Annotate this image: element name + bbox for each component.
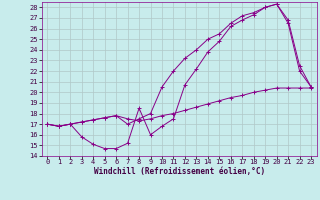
- X-axis label: Windchill (Refroidissement éolien,°C): Windchill (Refroidissement éolien,°C): [94, 167, 265, 176]
